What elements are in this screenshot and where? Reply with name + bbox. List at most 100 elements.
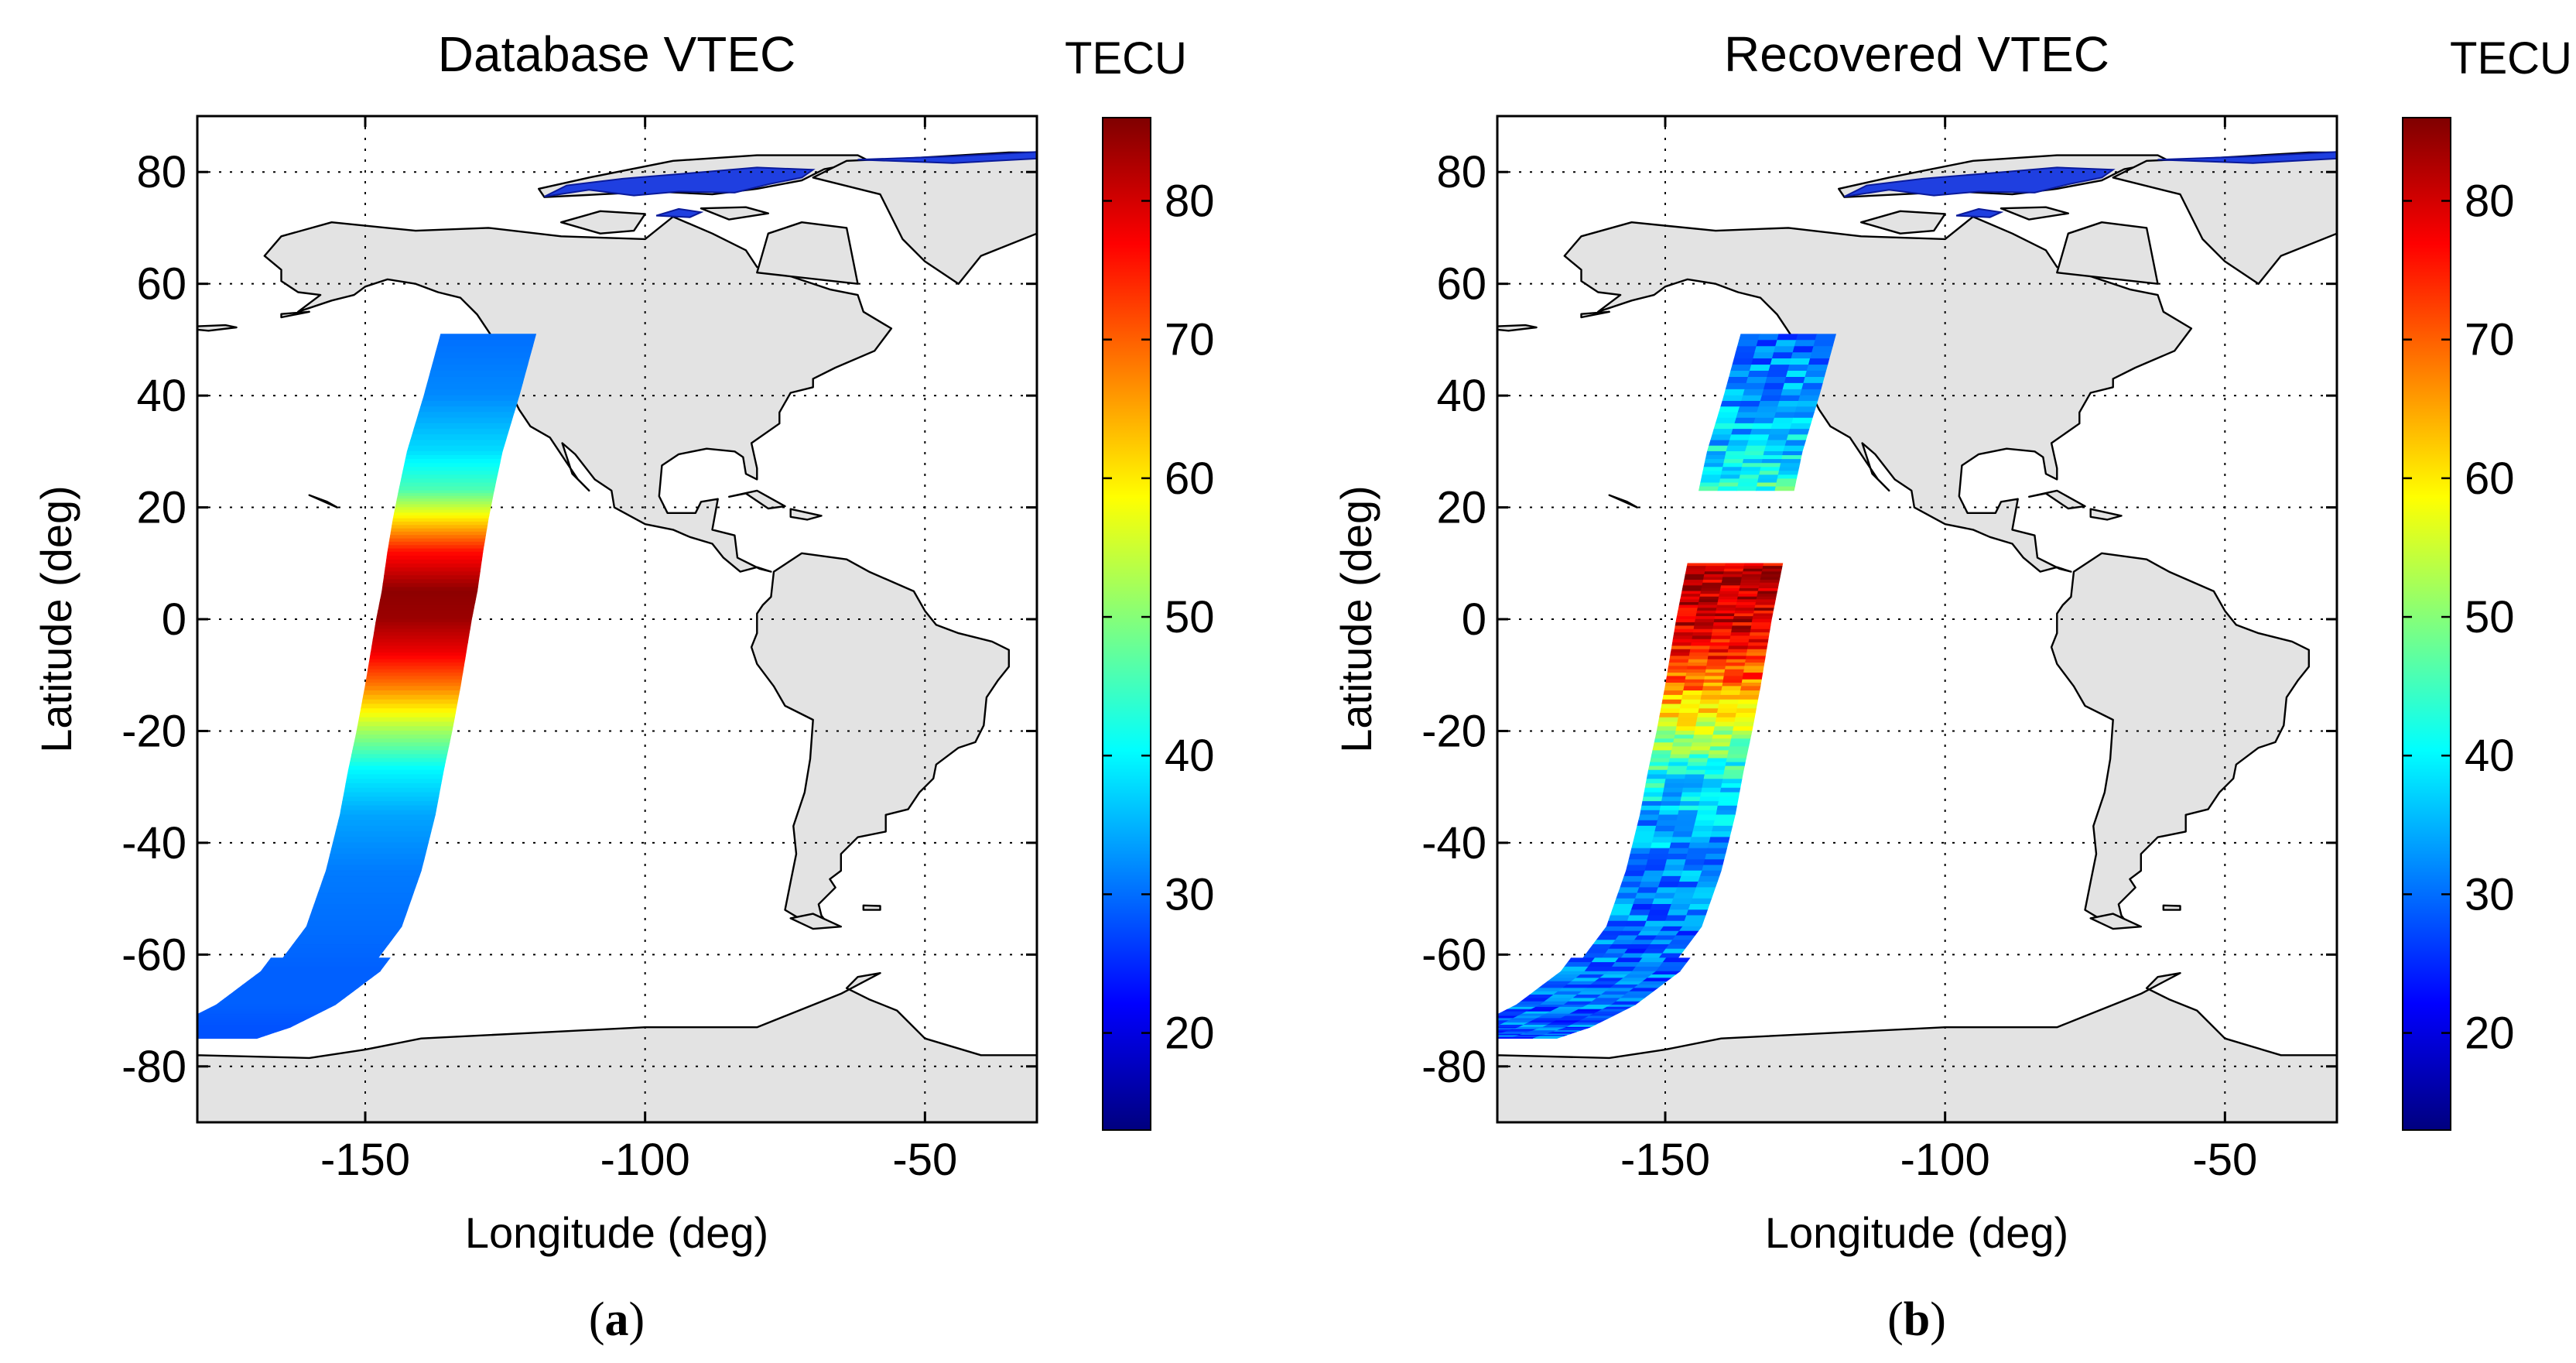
track-segment — [422, 395, 520, 402]
track-cell — [1713, 618, 1734, 623]
track-cell — [1743, 568, 1764, 572]
track-cell — [1729, 639, 1750, 643]
track-cell — [1698, 875, 1720, 882]
track-cell — [1692, 825, 1714, 832]
track-cell — [1675, 622, 1695, 627]
track-cell — [1671, 646, 1692, 650]
track-segment — [391, 525, 488, 529]
track-segment — [360, 708, 457, 714]
track-segment — [374, 628, 470, 633]
track-segment — [197, 1024, 296, 1028]
track-cell — [1697, 712, 1718, 718]
track-cell — [1740, 471, 1760, 476]
track-cell — [1796, 400, 1818, 407]
track-cell — [1775, 482, 1796, 488]
track-cell — [1613, 981, 1644, 985]
track-cell — [1765, 440, 1787, 447]
track-cell — [1699, 699, 1720, 705]
track-cell — [1702, 582, 1722, 587]
track-cell — [1633, 898, 1655, 905]
track-cell — [1663, 920, 1685, 927]
track-segment — [238, 984, 363, 989]
track-cell — [1705, 450, 1727, 456]
colorbar — [2402, 117, 2451, 1131]
track-cell — [1685, 854, 1707, 860]
track-cell — [1684, 577, 1705, 580]
track-cell — [1661, 948, 1685, 954]
track-segment — [316, 892, 414, 899]
track-segment — [263, 962, 388, 967]
track-cell — [1686, 669, 1707, 673]
track-cell — [1734, 417, 1756, 424]
track-cell — [1586, 1001, 1617, 1005]
track-cell — [1747, 642, 1768, 647]
track-cell — [1712, 731, 1733, 735]
track-cell — [1761, 568, 1782, 572]
track-segment — [433, 352, 532, 359]
track-cell — [1678, 708, 1700, 714]
track-cell — [1779, 463, 1801, 467]
track-cell — [1609, 985, 1639, 988]
track-cell — [1668, 848, 1689, 854]
track-segment — [413, 423, 511, 430]
track-cell — [1601, 953, 1625, 958]
track-cell — [1445, 1035, 1472, 1036]
track-cell — [1795, 334, 1818, 341]
track-cell — [1615, 998, 1645, 1002]
track-cell — [1753, 352, 1774, 359]
track-segment — [430, 364, 529, 372]
track-cell — [1737, 699, 1759, 705]
track-segment — [376, 616, 473, 620]
track-cell — [1786, 434, 1808, 441]
track-cell — [1744, 450, 1765, 456]
track-cell — [1667, 669, 1688, 673]
track-cell — [1657, 882, 1680, 888]
track-cell — [1555, 971, 1586, 975]
track-segment — [352, 746, 450, 752]
track-cell — [1699, 594, 1720, 598]
arctic-tec-patch — [857, 151, 1037, 164]
track-cell — [1743, 666, 1764, 670]
track-segment — [378, 601, 476, 606]
track-cell — [1719, 699, 1740, 705]
track-segment — [405, 450, 503, 456]
track-cell — [1673, 825, 1695, 832]
track-cell — [1689, 649, 1710, 653]
track-cell — [1567, 998, 1598, 1002]
land-mass — [1497, 971, 2337, 1122]
track-cell — [1497, 1036, 1513, 1039]
track-segment — [376, 613, 474, 617]
track-cell — [1684, 574, 1705, 578]
track-cell — [1712, 622, 1733, 627]
land-mass — [1608, 494, 1639, 509]
track-cell — [1602, 1006, 1631, 1010]
track-cell — [1641, 978, 1672, 982]
track-cell — [1565, 981, 1596, 985]
track-cell — [1678, 712, 1699, 718]
track-cell — [1720, 585, 1741, 589]
track-segment — [197, 1018, 309, 1021]
track-cell — [1801, 382, 1823, 390]
track-cell — [1682, 783, 1704, 789]
track-cell — [1724, 566, 1745, 570]
track-cell — [1640, 810, 1661, 816]
track-segment — [337, 820, 435, 827]
track-cell — [1718, 704, 1739, 709]
track-cell — [1792, 346, 1815, 353]
track-cell — [1716, 712, 1737, 718]
land-mass — [756, 221, 859, 285]
track-cell — [1716, 604, 1737, 608]
track-cell — [1608, 944, 1632, 950]
track-cell — [1750, 625, 1771, 630]
track-cell — [1781, 455, 1802, 460]
track-cell — [1635, 962, 1664, 967]
track-segment — [198, 1011, 322, 1015]
track-cell — [1729, 434, 1751, 441]
track-cell — [1695, 814, 1717, 821]
track-cell — [1638, 882, 1661, 888]
track-cell — [1729, 742, 1750, 748]
y-tick-label: -40 — [1421, 818, 1486, 868]
track-segment — [356, 726, 453, 731]
track-cell — [1659, 926, 1683, 932]
track-cell — [1678, 810, 1699, 816]
